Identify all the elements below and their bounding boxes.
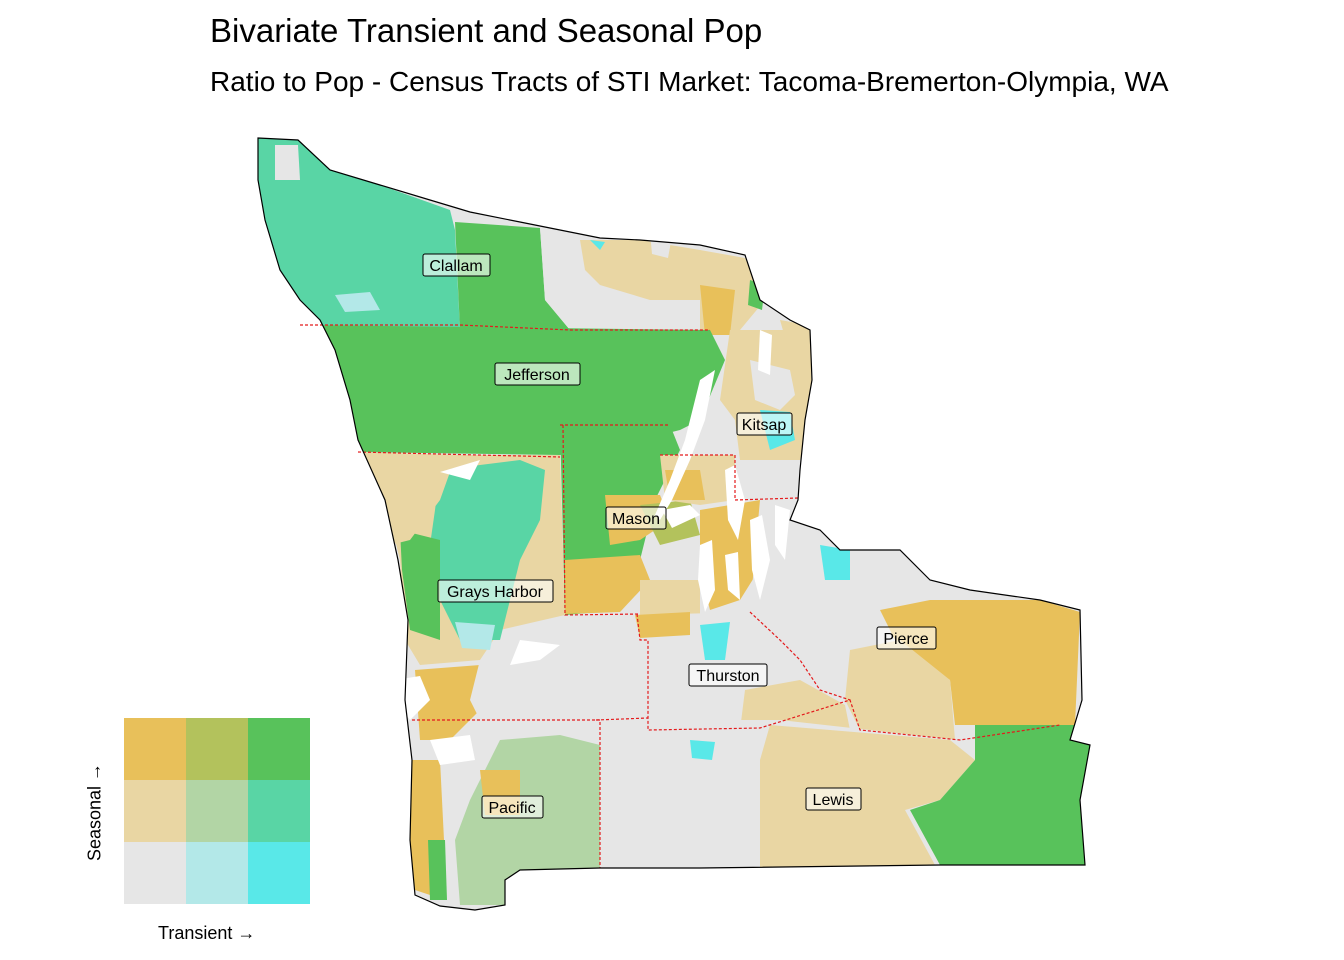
svg-text:Thurston: Thurston (696, 668, 759, 685)
county-label-grays-harbor: Grays Harbor (437, 579, 554, 603)
svg-text:Clallam: Clallam (429, 258, 482, 275)
legend-swatch (186, 718, 248, 780)
county-label-mason: Mason (605, 506, 667, 530)
svg-text:Grays Harbor: Grays Harbor (447, 584, 544, 601)
legend-swatch (124, 718, 186, 780)
bivariate-legend (124, 718, 310, 904)
county-label-clallam: Clallam (422, 253, 491, 277)
county-label-kitsap: Kitsap (736, 412, 793, 436)
chart-subtitle: Ratio to Pop - Census Tracts of STI Mark… (210, 66, 1169, 97)
legend-swatch (186, 842, 248, 904)
svg-text:Jefferson: Jefferson (504, 367, 570, 384)
county-label-pacific: Pacific (481, 795, 544, 819)
market-outline (257, 137, 1091, 911)
county-label-lewis: Lewis (805, 787, 862, 811)
legend-swatch (248, 780, 310, 842)
svg-text:Pierce: Pierce (883, 631, 928, 648)
legend-swatch (124, 842, 186, 904)
svg-text:Pacific: Pacific (488, 800, 535, 817)
svg-text:Mason: Mason (612, 511, 660, 528)
water-features (395, 330, 790, 765)
svg-text:Kitsap: Kitsap (742, 417, 787, 434)
legend-x-label: Transient → (158, 923, 256, 943)
county-label-pierce: Pierce (876, 626, 937, 650)
svg-text:Lewis: Lewis (813, 792, 854, 809)
county-borders (300, 324, 1061, 868)
legend-y-label: Seasonal → (84, 762, 105, 862)
chart-title: Bivariate Transient and Seasonal Pop (210, 12, 763, 49)
legend-swatch (248, 718, 310, 780)
county-labels: Clallam Jefferson Kitsap Mason Grays Har… (422, 253, 937, 819)
county-label-jefferson: Jefferson (494, 362, 581, 386)
legend-swatch (186, 780, 248, 842)
legend-swatch (248, 842, 310, 904)
legend-swatch (124, 780, 186, 842)
county-label-thurston: Thurston (688, 663, 768, 687)
